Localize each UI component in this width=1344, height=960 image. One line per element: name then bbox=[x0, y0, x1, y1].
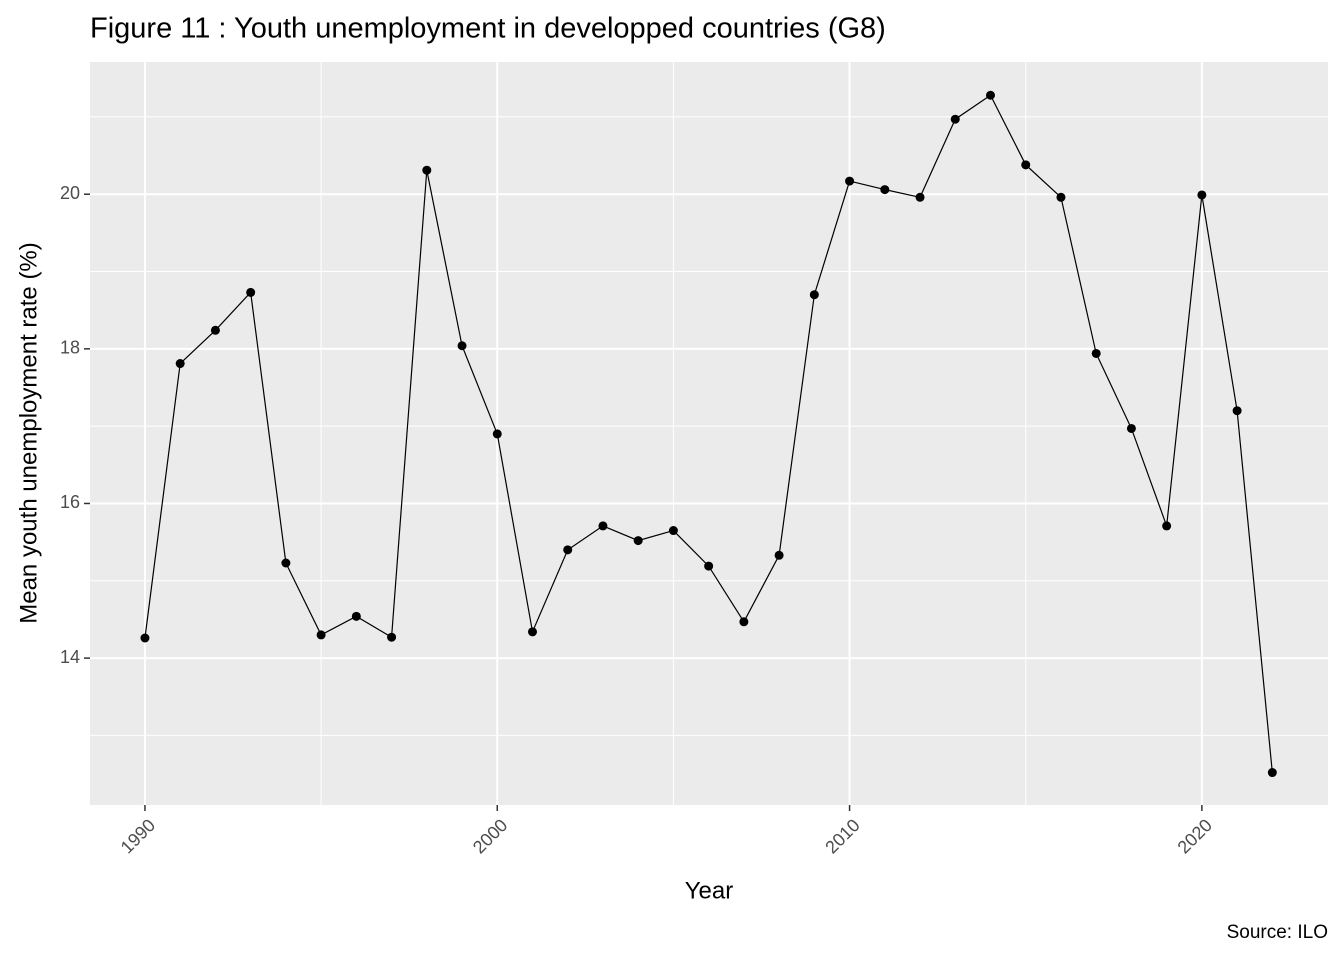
point bbox=[1267, 768, 1277, 778]
point bbox=[1091, 348, 1101, 358]
x-tick-label: 2020 bbox=[1174, 815, 1216, 857]
point bbox=[985, 90, 995, 100]
point bbox=[880, 185, 890, 195]
point bbox=[1021, 160, 1031, 170]
y-tick-label: 18 bbox=[60, 338, 80, 358]
chart-title: Figure 11 : Youth unemployment in develo… bbox=[90, 13, 886, 45]
point bbox=[598, 521, 608, 531]
point bbox=[633, 536, 643, 546]
y-tick-label: 20 bbox=[60, 183, 80, 203]
point bbox=[140, 633, 150, 643]
y-axis-label: Mean youth unemployment rate (%) bbox=[15, 242, 42, 624]
point bbox=[1126, 423, 1136, 433]
point bbox=[281, 558, 291, 568]
point bbox=[1162, 521, 1172, 531]
point bbox=[563, 545, 573, 555]
x-tick-label: 2010 bbox=[821, 815, 863, 857]
point bbox=[210, 325, 220, 335]
point bbox=[351, 611, 361, 621]
point bbox=[387, 632, 397, 642]
point bbox=[915, 192, 925, 202]
y-tick-label: 16 bbox=[60, 492, 80, 512]
point bbox=[492, 429, 502, 439]
point bbox=[175, 359, 185, 369]
point bbox=[845, 176, 855, 186]
plot-panel bbox=[90, 62, 1328, 805]
x-tick-label: 1990 bbox=[117, 815, 159, 857]
point bbox=[704, 561, 714, 571]
caption: Source: ILO bbox=[1227, 922, 1328, 943]
point bbox=[774, 550, 784, 560]
point bbox=[422, 165, 432, 175]
point bbox=[316, 630, 326, 640]
y-tick-label: 14 bbox=[60, 647, 80, 667]
point bbox=[739, 617, 749, 627]
point bbox=[1197, 190, 1207, 200]
point bbox=[246, 287, 256, 297]
point bbox=[1056, 192, 1066, 202]
x-tick-label: 2000 bbox=[469, 815, 511, 857]
point bbox=[1232, 406, 1242, 416]
point bbox=[950, 114, 960, 124]
point bbox=[809, 290, 819, 300]
point bbox=[668, 526, 678, 536]
x-axis-label: Year bbox=[685, 877, 734, 904]
point bbox=[457, 341, 467, 351]
point bbox=[527, 627, 537, 637]
